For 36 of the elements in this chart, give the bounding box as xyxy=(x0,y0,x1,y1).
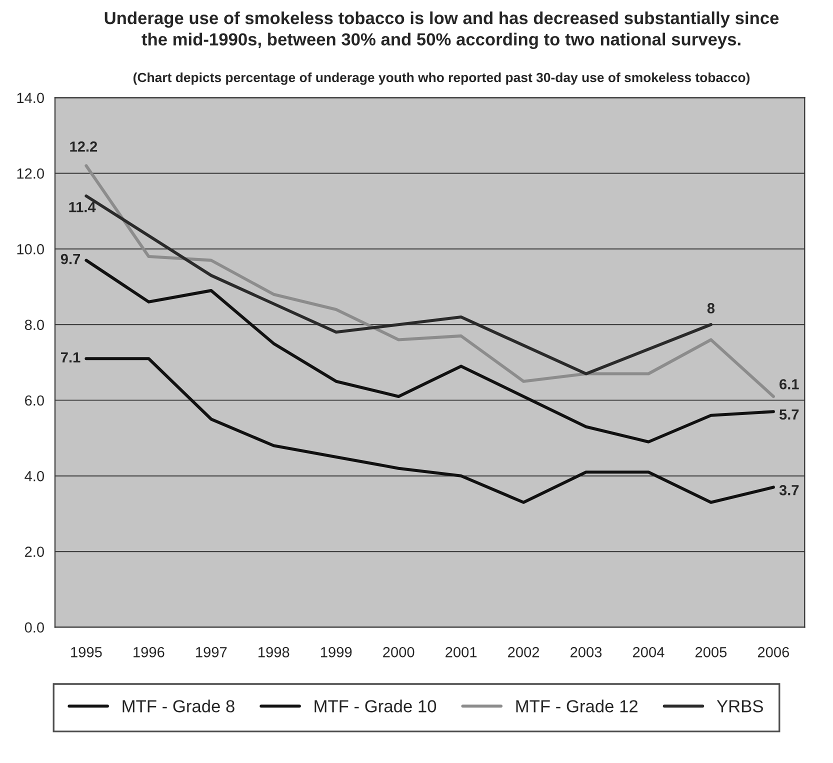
legend-label: MTF - Grade 12 xyxy=(516,700,638,712)
x-tick-label: 1999 xyxy=(321,647,352,658)
chart-title: Underage use of smokeless tobacco is low and has decreased substantially since the mid-1990s, between 30% and 50% according to two national surveys. xyxy=(104,11,779,49)
y-tick-label: 2.0 xyxy=(25,546,44,557)
x-tick-label: 2004 xyxy=(633,647,664,658)
data-label: 11.4 xyxy=(69,202,96,212)
x-tick-label: 1995 xyxy=(71,647,102,658)
data-label: 5.7 xyxy=(779,410,799,420)
y-tick-label: 10.0 xyxy=(17,244,44,254)
data-label: 3.7 xyxy=(779,484,799,496)
x-tick-label: 2000 xyxy=(383,647,414,658)
x-tick-label: 1996 xyxy=(134,647,164,658)
x-tick-label: 2002 xyxy=(508,647,540,658)
y-tick-label: 4.0 xyxy=(24,470,44,482)
x-tick-label: 2005 xyxy=(695,647,727,658)
x-tick-label: 1997 xyxy=(196,647,227,658)
data-label: 8 xyxy=(707,303,715,314)
y-tick-label: 12.0 xyxy=(17,168,44,179)
line-series xyxy=(84,258,775,444)
legend-label: MTF - Grade 10 xyxy=(314,700,436,712)
data-label: 12.2 xyxy=(70,141,98,152)
data-label: 6.1 xyxy=(780,379,799,390)
x-tick-label: 2001 xyxy=(446,647,477,658)
x-tick-label: 2006 xyxy=(758,647,790,658)
legend-label: MTF - Grade 8 xyxy=(122,700,234,712)
chart-subtitle: (Chart depicts percentage of underage youth who reported past 30-day use of smokeless tobacco) xyxy=(134,72,750,85)
y-tick-label: 14.0 xyxy=(17,92,44,104)
data-label: 9.7 xyxy=(60,254,80,264)
x-tick-label: 2003 xyxy=(570,647,602,658)
y-tick-label: 0.0 xyxy=(24,622,44,633)
data-label: 7.1 xyxy=(61,352,80,362)
y-tick-label: 8.0 xyxy=(24,320,44,330)
line-series xyxy=(84,357,775,504)
x-tick-label: 1998 xyxy=(258,647,290,658)
legend-label: YRBS xyxy=(716,700,763,712)
y-tick-label: 6.0 xyxy=(25,395,44,406)
